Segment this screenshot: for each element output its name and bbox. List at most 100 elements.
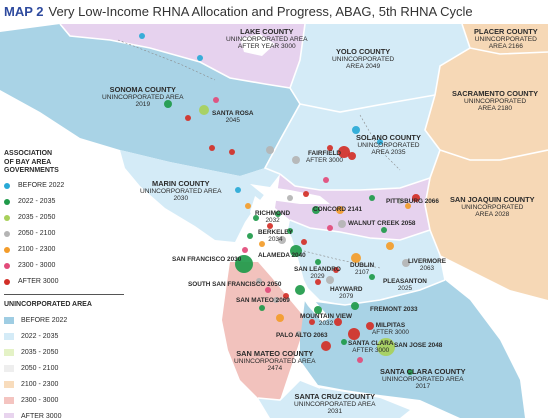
county-line: UNINCORPORATED AREA	[234, 357, 316, 365]
legend-item: 2300 - 3000	[4, 393, 124, 409]
dotted-boundaries	[117, 39, 401, 269]
county-line: 2030	[173, 195, 189, 203]
city-label-concord: CONCORD 2141	[313, 206, 362, 213]
city-name: CONCORD 2141	[313, 206, 363, 213]
county-name: LAKE COUNTY	[240, 27, 294, 36]
legend-item: AFTER 3000	[4, 409, 124, 418]
city-marker	[139, 33, 145, 39]
county-line: UNINCORPORATED AREA	[226, 35, 308, 43]
legend-item: 2300 - 3000	[4, 258, 64, 274]
city-name: ALAMEDA 2040	[258, 252, 306, 259]
city-marker	[247, 233, 253, 239]
city-name: SOUTH SAN FRANCISCO 2050	[188, 281, 282, 288]
city-name: FAIRFIELD	[307, 150, 341, 157]
county-name: SOLANO COUNTY	[356, 133, 421, 142]
city-marker-south-san-francisco	[256, 278, 262, 284]
legend-label: 2035 - 2050	[18, 214, 56, 221]
county-line: UNINCORPORATED	[332, 55, 395, 63]
legend-dot	[4, 214, 10, 221]
county-line: AFTER YEAR 3000	[237, 43, 296, 51]
legend-item: 2035 - 2050	[4, 210, 64, 226]
city-marker	[253, 215, 259, 221]
legend-dot	[4, 246, 10, 253]
city-year: 2032	[265, 217, 280, 224]
contra-costa-region	[275, 174, 430, 240]
city-marker	[334, 318, 342, 326]
city-marker	[327, 225, 333, 231]
city-marker-milpitas	[366, 322, 374, 330]
alameda-region	[285, 220, 445, 305]
county-line: AREA 2166	[488, 43, 523, 51]
legend-item: 2022 - 2035	[4, 329, 124, 345]
legend-swatch	[4, 349, 14, 356]
city-marker	[321, 341, 331, 351]
city-label-livermore: LIVERMORE 2063	[408, 258, 446, 272]
legend-item: BEFORE 2022	[4, 178, 64, 194]
city-label-south-san-francisco: SOUTH SAN FRANCISCO 2050	[188, 281, 281, 288]
city-label-richmond: RICHMOND 2032	[255, 210, 290, 224]
city-marker	[265, 287, 271, 293]
city-label-san-mateo: SAN MATEO 2069	[236, 297, 290, 304]
county-label-lake: LAKE COUNTY UNINCORPORATED AREA AFTER YE…	[226, 28, 308, 51]
legend-swatch	[4, 381, 14, 388]
county-line: AREA 2049	[346, 63, 381, 71]
county-name: SONOMA COUNTY	[109, 85, 176, 94]
city-marker-berkeley	[287, 228, 293, 234]
legend-item: 2035 - 2050	[4, 345, 124, 361]
county-line: UNINCORPORATED	[463, 97, 527, 105]
county-borders	[59, 23, 548, 401]
city-label-san-francisco: SAN FRANCISCO 2030	[172, 256, 241, 263]
city-label-dublin: DUBLIN 2107	[350, 262, 374, 276]
city-marker-san-leandro	[315, 259, 321, 265]
county-line: UNINCORPORATED AREA	[381, 375, 464, 383]
legend-label: BEFORE 2022	[18, 182, 65, 189]
legend-unincorporated-items: BEFORE 2022 2022 - 2035 2035 - 2050 2050 - …	[4, 313, 124, 418]
county-name: SANTA CRUZ COUNTY	[294, 392, 376, 401]
map-title-text: Very Low-Income RHNA Allocation and Prog…	[48, 4, 473, 19]
marin-county-region	[120, 150, 280, 242]
city-year: AFTER 3000	[306, 157, 343, 164]
city-marker-palo-alto	[296, 331, 302, 337]
santa-clara-region	[300, 280, 525, 418]
city-label-fremont: FREMONT 2033	[370, 306, 418, 313]
city-marker	[333, 267, 339, 273]
legend-item: 2100 - 2300	[4, 377, 124, 393]
city-marker	[242, 247, 248, 253]
sacramento-county-region	[425, 48, 548, 160]
city-label-palo-alto: PALO ALTO 2063	[276, 332, 328, 339]
city-label-san-jose: SAN JOSE 2048	[394, 342, 442, 349]
city-label-alameda: ALAMEDA 2040	[258, 252, 306, 259]
city-label-san-leandro: SAN LEANDRO 2029	[294, 266, 341, 280]
legend-title-line: GOVERNMENTS	[4, 167, 59, 174]
county-label-santa-clara: SANTA CLARA COUNTY UNINCORPORATED AREA 2…	[380, 368, 466, 391]
legend-label: 2035 - 2050	[21, 349, 59, 356]
city-marker-alameda	[290, 245, 302, 257]
city-marker	[381, 227, 387, 233]
county-line: 2474	[267, 365, 283, 373]
legend-swatch	[4, 413, 14, 418]
county-line: AREA 2028	[475, 211, 510, 219]
county-label-yolo: YOLO COUNTY UNINCORPORATED AREA 2049	[332, 48, 394, 71]
city-marker	[323, 177, 329, 183]
city-year: AFTER 3000	[372, 329, 409, 336]
city-marker	[229, 149, 235, 155]
city-name: MILPITAS	[375, 322, 406, 329]
city-label-milpitas: MILPITAS AFTER 3000	[372, 322, 409, 336]
city-label-fairfield: FAIRFIELD AFTER 3000	[306, 150, 343, 164]
county-label-sonoma: SONOMA COUNTY UNINCORPORATED AREA 2019	[102, 86, 184, 109]
legend-dot	[4, 182, 10, 189]
city-name: SAN MATEO 2069	[236, 297, 290, 304]
city-name: PLEASANTON	[383, 278, 427, 285]
city-marker	[357, 357, 363, 363]
city-marker	[407, 369, 413, 375]
city-marker-fairfield	[338, 146, 350, 158]
county-line: UNINCORPORATED AREA	[294, 400, 376, 408]
legend-swatch	[4, 333, 14, 340]
city-label-mountain-view: MOUNTAIN VIEW 2032	[300, 313, 352, 327]
city-marker	[369, 195, 375, 201]
legend-dot	[4, 230, 10, 237]
city-marker	[235, 187, 241, 193]
city-marker	[276, 314, 284, 322]
city-marker-pleasanton	[369, 274, 375, 280]
